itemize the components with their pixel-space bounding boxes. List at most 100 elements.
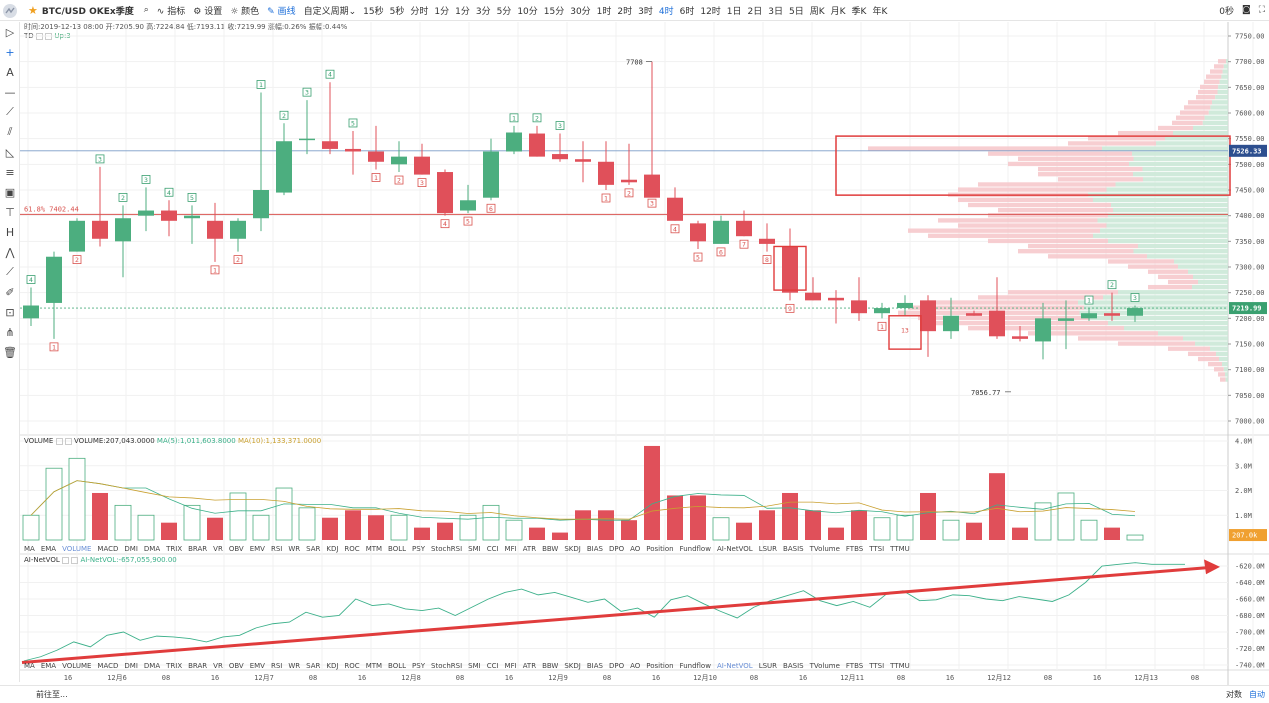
indicator-tab-lsur[interactable]: LSUR — [758, 662, 778, 670]
indicator-tab-volume[interactable]: VOLUME — [62, 545, 92, 553]
period-19[interactable]: 5日 — [789, 6, 804, 17]
indicator-tab-dpo[interactable]: DPO — [608, 545, 625, 553]
indicator-tab-ttsi[interactable]: TTSI — [869, 545, 885, 553]
indicator-tab-psy[interactable]: PSY — [412, 545, 425, 553]
indicator-tab-mtm[interactable]: MTM — [365, 662, 383, 670]
indicator-tab-boll[interactable]: BOLL — [388, 545, 407, 553]
lock-icon[interactable]: ⊡ — [5, 305, 15, 319]
indicator-tab-brar[interactable]: BRAR — [188, 545, 208, 553]
crosshair-icon[interactable]: + — [5, 45, 15, 59]
period-18[interactable]: 3日 — [768, 6, 783, 17]
indicator-tab-ftbs[interactable]: FTBS — [845, 662, 864, 670]
indicator-tab-trix[interactable]: TRIX — [166, 662, 183, 670]
period-17[interactable]: 2日 — [747, 6, 763, 17]
magnet-icon[interactable]: ⋔ — [5, 325, 15, 339]
indicator-tab-bias[interactable]: BIAS — [586, 662, 603, 670]
period-9[interactable]: 30分 — [570, 6, 591, 17]
indicator-tab-rsi[interactable]: RSI — [270, 545, 283, 553]
favorite-star-icon[interactable]: ★ — [28, 3, 38, 17]
period-6[interactable]: 5分 — [496, 6, 512, 17]
indicator-tab-volume[interactable]: VOLUME — [62, 662, 92, 670]
horizontal-line-icon[interactable]: ≡ — [5, 165, 15, 179]
indicator-tab-position[interactable]: Position — [646, 545, 674, 553]
rectangle-tool-icon[interactable]: ▣ — [4, 185, 16, 199]
volume-close-icon[interactable] — [64, 437, 72, 445]
camera-icon[interactable]: ◙ — [1241, 5, 1251, 15]
indicator-tab-fundflow[interactable]: Fundflow — [679, 662, 711, 670]
ray-tool-icon[interactable]: ⟋ — [6, 105, 14, 118]
indicator-tab-macd[interactable]: MACD — [97, 545, 119, 553]
period-3[interactable]: 1分 — [434, 6, 450, 17]
indicator-tab-ftbs[interactable]: FTBS — [845, 545, 864, 553]
indicator-tab-rsi[interactable]: RSI — [270, 662, 283, 670]
draw-button[interactable]: ✎ 画线 — [263, 4, 299, 17]
indicator-tab-fundflow[interactable]: Fundflow — [679, 545, 711, 553]
indicator-tab-smi[interactable]: SMI — [468, 662, 481, 670]
period-14[interactable]: 6时 — [679, 6, 695, 17]
indicator-tab-bias[interactable]: BIAS — [586, 545, 603, 553]
indicator-tab-stochrsi[interactable]: StochRSI — [431, 545, 463, 553]
indicator-tab-skdj[interactable]: SKDJ — [564, 662, 581, 670]
indicator-tab-ma[interactable]: MA — [24, 545, 35, 553]
indicator-tab-bbw[interactable]: BBW — [542, 662, 559, 670]
fib-retracement-icon[interactable]: ⊤ — [5, 205, 15, 219]
indicator-tab-position[interactable]: Position — [646, 662, 674, 670]
indicator-tab-boll[interactable]: BOLL — [388, 662, 407, 670]
indicator-tab-emv[interactable]: EMV — [249, 545, 265, 553]
indicator-tab-stochrsi[interactable]: StochRSI — [431, 662, 463, 670]
indicator-tab-obv[interactable]: OBV — [228, 545, 244, 553]
indicator-tab-skdj[interactable]: SKDJ — [564, 545, 581, 553]
indicator-tab-roc[interactable]: ROC — [344, 662, 360, 670]
indicator-tab-sar[interactable]: SAR — [306, 545, 321, 553]
indicator-tab-ema[interactable]: EMA — [40, 545, 57, 553]
indicator-tab-wr[interactable]: WR — [288, 662, 301, 670]
indicator-tab-dma[interactable]: DMA — [143, 545, 161, 553]
indicator-tab-dpo[interactable]: DPO — [608, 662, 625, 670]
chart-area[interactable]: 7750.00 7700.00 7650.00 7600.00 7550.00 7500.… — [20, 22, 1269, 685]
period-10[interactable]: 1时 — [596, 6, 612, 17]
period-15[interactable]: 12时 — [700, 6, 721, 17]
indicator-tab-basis[interactable]: BASIS — [783, 662, 804, 670]
indicator-tab-kdj[interactable]: KDJ — [326, 662, 339, 670]
period-12[interactable]: 3时 — [638, 6, 653, 17]
trend-angle-icon[interactable]: ◺ — [5, 145, 15, 159]
ruler-icon[interactable]: ⟋ — [6, 265, 14, 278]
indicator-tab-mtm[interactable]: MTM — [365, 545, 383, 553]
search-icon[interactable]: ⌕ — [143, 5, 149, 15]
indicator-tab-psy[interactable]: PSY — [412, 662, 425, 670]
indicator-tab-mfi[interactable]: MFI — [504, 545, 517, 553]
indicator-tab-dmi[interactable]: DMI — [124, 662, 138, 670]
indicator-tab-sar[interactable]: SAR — [306, 662, 321, 670]
measure-icon[interactable]: H — [5, 225, 15, 239]
indicator-tab-brar[interactable]: BRAR — [188, 662, 208, 670]
indicator-tab-ttmu[interactable]: TTMU — [890, 545, 910, 553]
period-23[interactable]: 年K — [872, 6, 888, 17]
indicator-tab-bbw[interactable]: BBW — [542, 545, 559, 553]
period-4[interactable]: 1分 — [455, 6, 470, 17]
period-21[interactable]: 月K — [830, 6, 846, 17]
indicator-tab-ao[interactable]: AO — [630, 545, 641, 553]
parallel-channel-icon[interactable]: ⫽ — [7, 125, 13, 138]
indicator-tab-roc[interactable]: ROC — [344, 545, 360, 553]
indicator-tab-dmi[interactable]: DMI — [124, 545, 138, 553]
period-5[interactable]: 3分 — [475, 6, 491, 17]
period-22[interactable]: 季K — [851, 6, 867, 17]
indicator-tab-ai-netvol[interactable]: AI-NetVOL — [716, 662, 753, 670]
indicator-tab-cci[interactable]: CCI — [486, 662, 499, 670]
indicator-tab-ema[interactable]: EMA — [40, 662, 57, 670]
indicator-tab-ma[interactable]: MA — [24, 662, 35, 670]
text-tool-icon[interactable]: A — [6, 65, 14, 79]
indicator-tab-vr[interactable]: VR — [213, 545, 223, 553]
period-20[interactable]: 周K — [809, 6, 825, 17]
period-0[interactable]: 15秒 — [363, 6, 384, 17]
period-2[interactable]: 分时 — [410, 6, 429, 17]
indicator-tab-obv[interactable]: OBV — [228, 662, 244, 670]
log-scale-toggle[interactable]: 对数 — [1226, 690, 1242, 699]
period-13[interactable]: 4时 — [658, 6, 674, 17]
wave-tool-icon[interactable]: ⋀ — [5, 245, 15, 259]
theme-button[interactable]: ☼ 颜色 — [226, 4, 263, 17]
indicator-tab-tvolume[interactable]: TVolume — [809, 545, 840, 553]
indicator-tab-kdj[interactable]: KDJ — [326, 545, 339, 553]
indicator-tab-ttmu[interactable]: TTMU — [890, 662, 910, 670]
volume-settings-icon[interactable] — [55, 437, 63, 445]
